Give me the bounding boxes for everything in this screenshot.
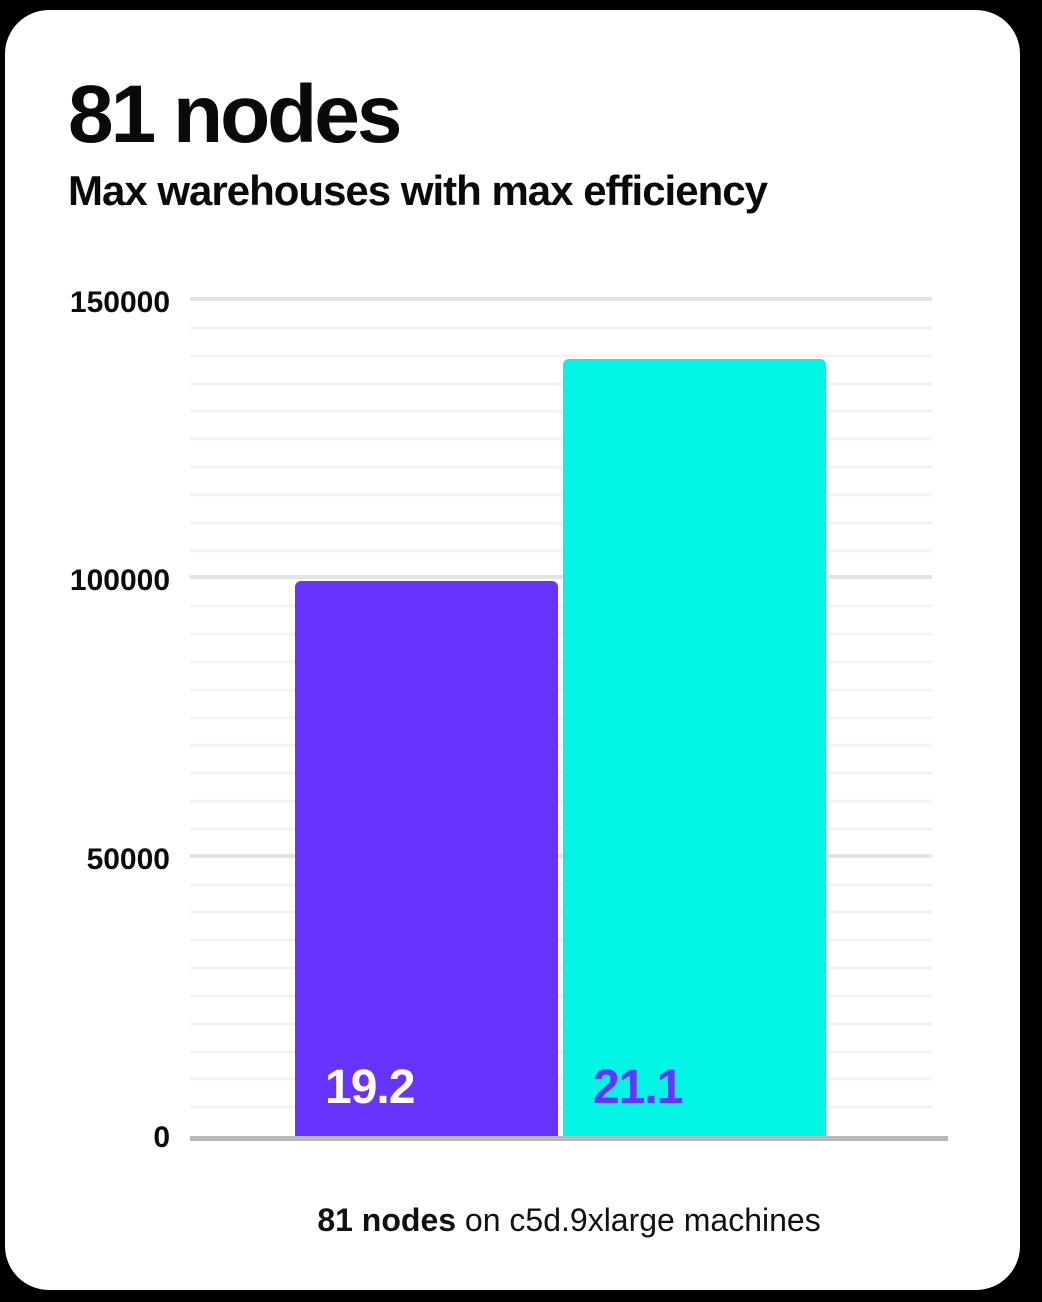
gridline-minor bbox=[190, 549, 932, 552]
gridline-minor bbox=[190, 716, 932, 719]
gridline-minor bbox=[190, 799, 932, 803]
y-tick-label: 0 bbox=[153, 1121, 170, 1154]
gridline-major bbox=[190, 575, 932, 580]
gridline-minor bbox=[190, 1022, 932, 1026]
y-tick-label: 50000 bbox=[86, 842, 170, 876]
chart-card: 81 nodes Max warehouses with max efficie… bbox=[5, 10, 1020, 1290]
gridline-minor bbox=[190, 632, 932, 636]
gridline-minor bbox=[190, 771, 932, 775]
gridline-minor bbox=[190, 465, 932, 469]
gridline-minor bbox=[190, 493, 932, 497]
bar-value-label: 21.1 bbox=[593, 1061, 683, 1114]
bar-value-label: 19.2 bbox=[325, 1061, 415, 1114]
page-subtitle: Max warehouses with max efficiency bbox=[68, 167, 768, 214]
gridline-minor bbox=[190, 1050, 932, 1053]
gridline-minor bbox=[190, 994, 932, 998]
chart-caption: 81 nodes on c5d.9xlarge machines bbox=[190, 1200, 948, 1242]
gridline-minor bbox=[190, 883, 932, 886]
gridline-minor bbox=[190, 966, 932, 970]
gridline-minor bbox=[190, 437, 932, 441]
gridline-major bbox=[190, 297, 932, 301]
y-tick-label: 150000 bbox=[69, 286, 170, 319]
gridline-minor bbox=[190, 354, 932, 358]
gridline-minor bbox=[190, 1105, 932, 1109]
gridline-minor bbox=[190, 688, 932, 692]
gridline-minor bbox=[190, 660, 932, 664]
gridline-minor bbox=[190, 1077, 932, 1081]
gridline-minor bbox=[190, 827, 932, 831]
gridline-minor bbox=[190, 938, 932, 942]
gridline-minor bbox=[190, 743, 932, 747]
page-title: 81 nodes bbox=[68, 69, 402, 160]
gridline-minor bbox=[190, 604, 932, 608]
bar-19-2: 19.2 bbox=[295, 581, 558, 1138]
gridline-minor bbox=[190, 910, 932, 914]
plot-area: 19.2 21.1 bbox=[190, 297, 932, 1138]
gridline-minor bbox=[190, 409, 932, 413]
caption-rest-text: on c5d.9xlarge machines bbox=[456, 1202, 821, 1238]
bar-chart: 19.2 21.1 0 50000 100000 150000 bbox=[5, 10, 1020, 1290]
caption-bold-text: 81 nodes bbox=[317, 1202, 457, 1238]
bar-21-1: 21.1 bbox=[563, 358, 826, 1138]
y-tick-label: 100000 bbox=[69, 564, 170, 598]
x-axis-line bbox=[190, 1136, 948, 1141]
gridline-minor bbox=[190, 382, 932, 385]
gridline-minor bbox=[190, 521, 932, 525]
gridline-major bbox=[190, 853, 932, 858]
gridline-minor bbox=[190, 326, 932, 330]
